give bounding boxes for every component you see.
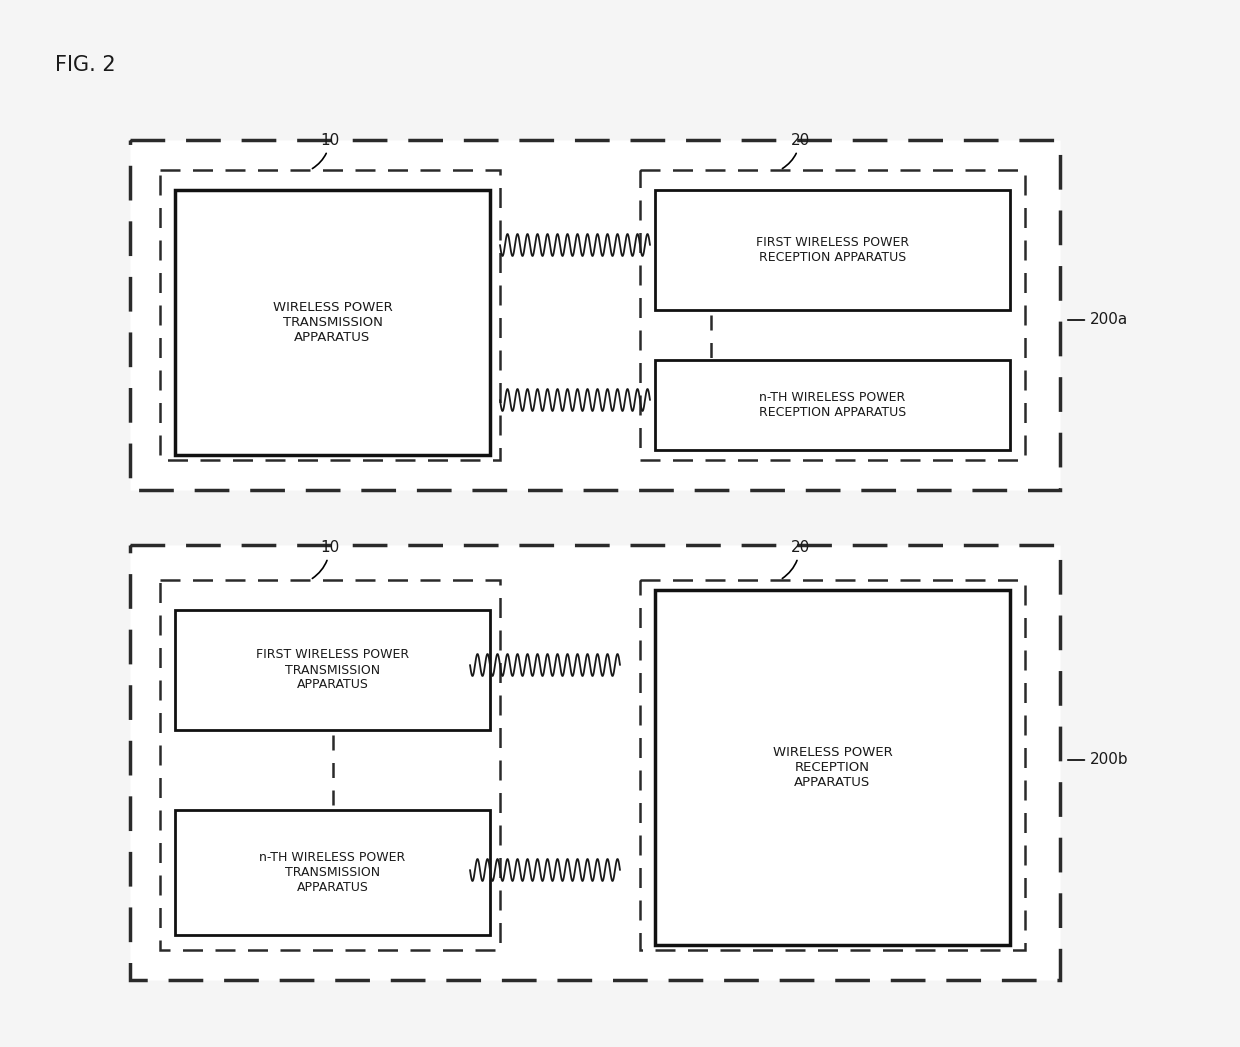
- Text: 20: 20: [782, 133, 810, 169]
- Text: 10: 10: [312, 133, 340, 169]
- Bar: [655, 360, 1011, 450]
- Text: n-TH WIRELESS POWER
RECEPTION APPARATUS: n-TH WIRELESS POWER RECEPTION APPARATUS: [759, 391, 906, 419]
- Bar: [175, 190, 490, 455]
- Text: 200a: 200a: [1068, 312, 1128, 328]
- Text: 200b: 200b: [1068, 753, 1128, 767]
- Text: FIG. 2: FIG. 2: [55, 55, 115, 75]
- Bar: [160, 170, 500, 460]
- Text: 10: 10: [312, 540, 340, 579]
- Text: WIRELESS POWER
RECEPTION
APPARATUS: WIRELESS POWER RECEPTION APPARATUS: [773, 747, 893, 789]
- Bar: [130, 140, 1060, 490]
- Bar: [640, 580, 1025, 950]
- Bar: [175, 610, 490, 730]
- Text: n-TH WIRELESS POWER
TRANSMISSION
APPARATUS: n-TH WIRELESS POWER TRANSMISSION APPARAT…: [259, 851, 405, 894]
- Text: FIRST WIRELESS POWER
RECEPTION APPARATUS: FIRST WIRELESS POWER RECEPTION APPARATUS: [756, 236, 909, 264]
- Bar: [655, 190, 1011, 310]
- Bar: [130, 545, 1060, 980]
- Bar: [175, 810, 490, 935]
- Bar: [640, 170, 1025, 460]
- Bar: [160, 580, 500, 950]
- Text: WIRELESS POWER
TRANSMISSION
APPARATUS: WIRELESS POWER TRANSMISSION APPARATUS: [273, 300, 392, 344]
- Bar: [655, 591, 1011, 945]
- Text: FIRST WIRELESS POWER
TRANSMISSION
APPARATUS: FIRST WIRELESS POWER TRANSMISSION APPARA…: [255, 648, 409, 691]
- Text: 20: 20: [782, 540, 810, 579]
